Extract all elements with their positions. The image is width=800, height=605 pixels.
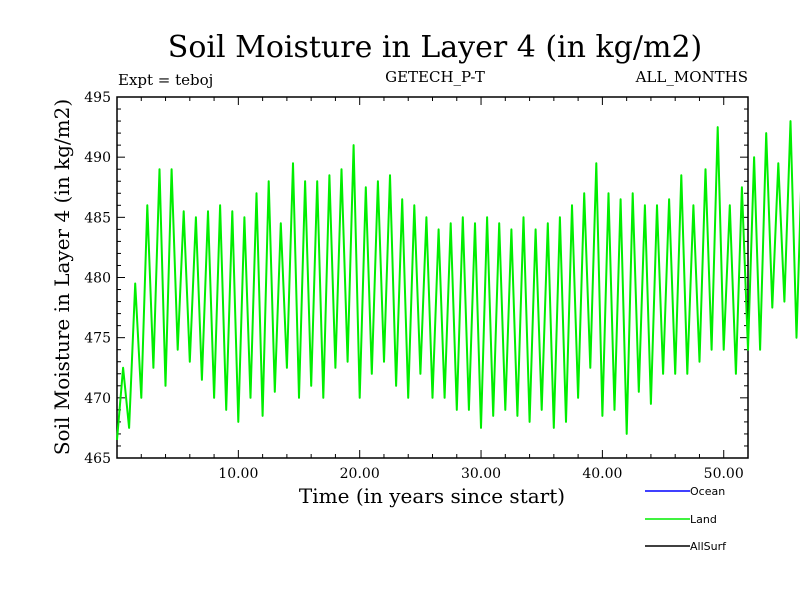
- legend-label-allsurf: AllSurf: [690, 540, 727, 553]
- series-layer: [116, 120, 800, 440]
- y-tick-label: 475: [84, 331, 111, 347]
- x-axis-label: Time (in years since start): [299, 484, 565, 508]
- y-tick-label: 485: [84, 210, 111, 226]
- x-tick-label: 40.00: [582, 466, 622, 482]
- legend: Ocean Land AllSurf: [645, 485, 727, 553]
- x-tick-label: 10.00: [218, 466, 258, 482]
- legend-label-ocean: Ocean: [690, 485, 725, 498]
- y-tick-label: 490: [84, 150, 111, 166]
- chart-title: Soil Moisture in Layer 4 (in kg/m2): [168, 30, 702, 65]
- plot-area: [116, 96, 749, 459]
- dataset-label: GETECH_P-T: [385, 68, 485, 86]
- x-tick-label: 50.00: [704, 466, 744, 482]
- y-tick-label: 470: [84, 391, 111, 407]
- y-axis: 465 470 475 480 485 490 495: [84, 90, 748, 467]
- series-line-land: [116, 120, 800, 440]
- x-tick-label: 30.00: [461, 466, 501, 482]
- x-axis: 10.00 20.00 30.00 40.00 50.00: [140, 97, 749, 482]
- y-tick-label: 480: [84, 271, 111, 287]
- experiment-label: Expt = teboj: [118, 71, 213, 89]
- period-label: ALL_MONTHS: [635, 68, 748, 86]
- y-tick-label: 495: [84, 90, 111, 106]
- y-tick-label: 465: [84, 451, 111, 467]
- legend-label-land: Land: [690, 513, 717, 526]
- y-axis-label: Soil Moisture in Layer 4 (in kg/m2): [50, 99, 74, 455]
- x-tick-label: 20.00: [340, 466, 380, 482]
